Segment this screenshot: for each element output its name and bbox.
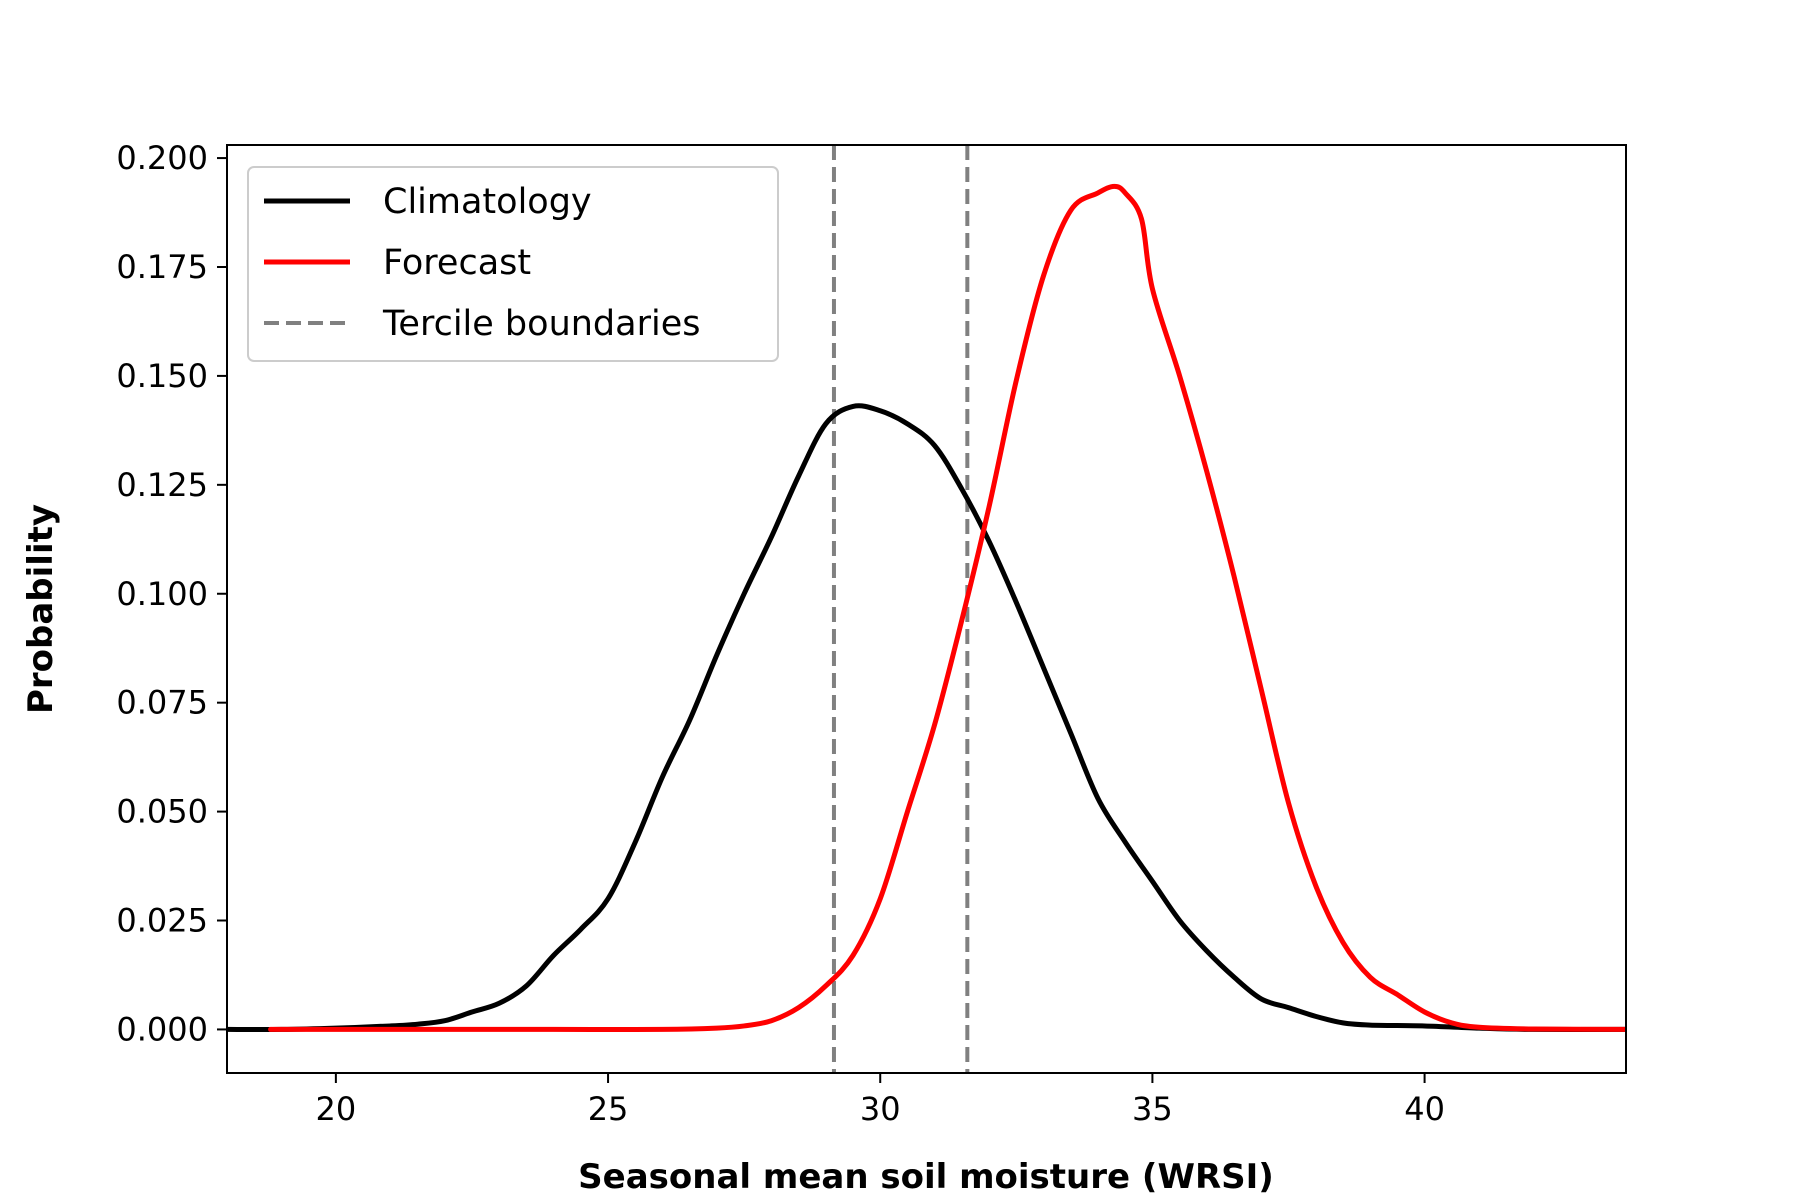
plot-lines [227, 145, 1626, 1073]
x-tick-label: 25 [588, 1090, 629, 1128]
y-axis-title: Probability [21, 504, 61, 714]
legend-label-forecast: Forecast [383, 243, 531, 283]
y-tick-label: 0.150 [116, 357, 208, 395]
x-tick-label: 40 [1404, 1090, 1445, 1128]
y-tick-label: 0.100 [116, 575, 208, 613]
legend-label-climatology: Climatology [383, 182, 592, 222]
y-tick-label: 0.025 [116, 902, 208, 940]
x-tick-label: 20 [316, 1090, 357, 1128]
y-tick-label: 0.175 [116, 248, 208, 286]
legend-label-tercile: Tercile boundaries [382, 304, 700, 344]
y-tick-label: 0.075 [116, 684, 208, 722]
series-line-climatology [227, 403, 1626, 1033]
legend: Climatology Forecast Tercile boundaries [247, 166, 779, 362]
legend-box [247, 166, 779, 362]
y-tick-label: 0.125 [116, 466, 208, 504]
x-axis: 20 25 30 35 40 [316, 1073, 1445, 1128]
y-axis: 0.000 0.025 0.050 0.075 0.100 0.125 0.150 0.175… [116, 139, 227, 1048]
series-line-forecast [268, 183, 1626, 1033]
y-tick-label: 0.200 [116, 139, 208, 177]
x-tick-label: 30 [860, 1090, 901, 1128]
y-tick-label: 0.000 [116, 1010, 208, 1048]
plot-frame [226, 144, 1627, 1074]
x-axis-title: Seasonal mean soil moisture (WRSI) [578, 1157, 1274, 1197]
x-tick-label: 35 [1132, 1090, 1173, 1128]
y-tick-label: 0.050 [116, 793, 208, 831]
